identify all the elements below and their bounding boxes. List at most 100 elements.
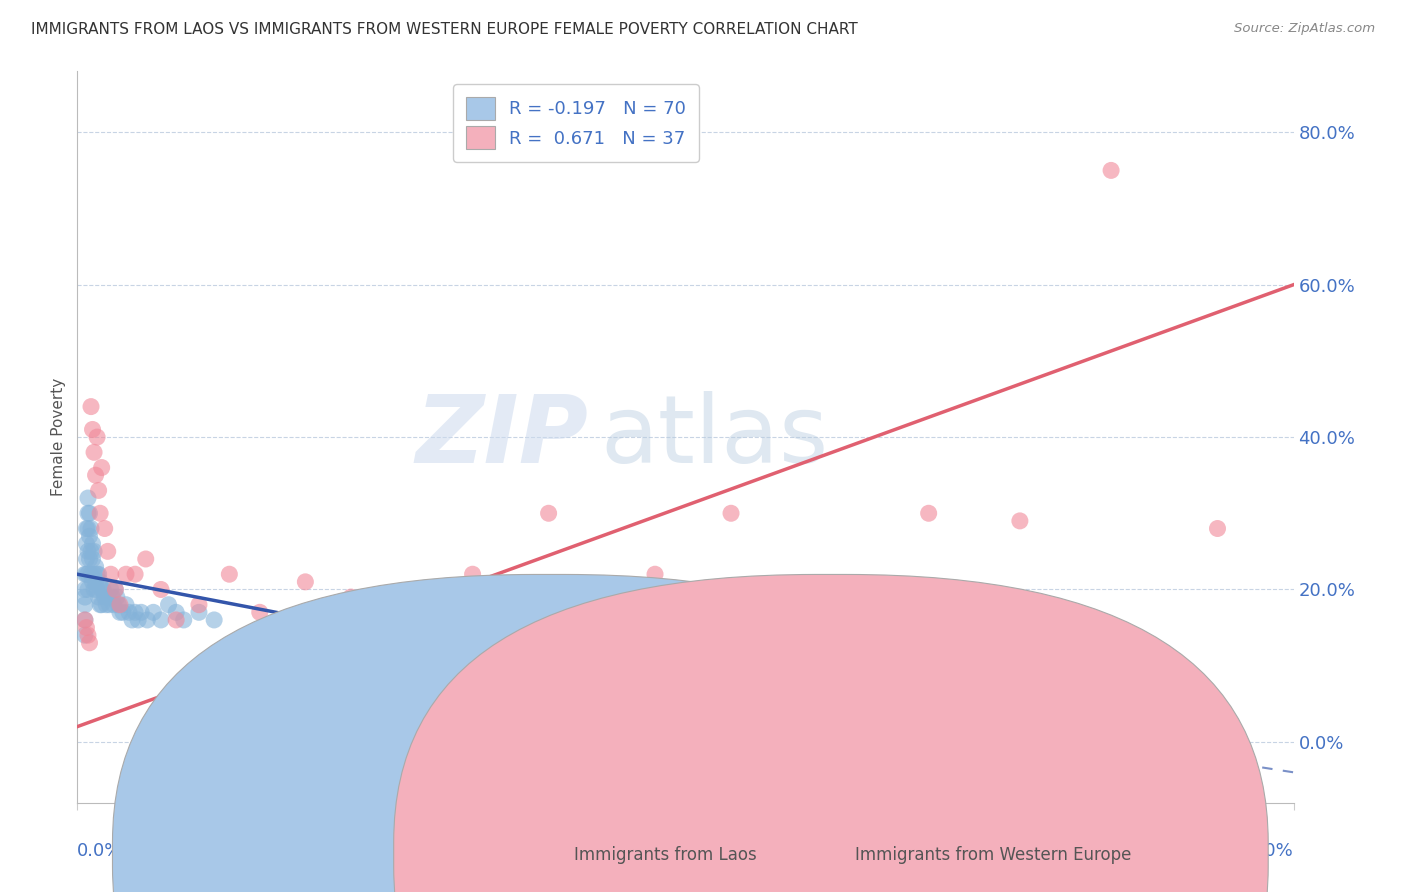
Text: Source: ZipAtlas.com: Source: ZipAtlas.com bbox=[1234, 22, 1375, 36]
Point bbox=[107, 598, 129, 612]
Point bbox=[165, 605, 187, 619]
Point bbox=[87, 483, 110, 498]
Point bbox=[142, 605, 165, 619]
Point bbox=[73, 613, 96, 627]
Point bbox=[83, 544, 105, 558]
Point bbox=[249, 697, 271, 711]
Point bbox=[80, 521, 103, 535]
Point bbox=[83, 567, 105, 582]
Point bbox=[97, 544, 120, 558]
Point bbox=[80, 400, 103, 414]
Point bbox=[188, 605, 211, 619]
Text: Immigrants from Western Europe: Immigrants from Western Europe bbox=[855, 846, 1132, 863]
Point bbox=[84, 574, 107, 589]
Point bbox=[105, 590, 128, 604]
Point bbox=[86, 567, 108, 582]
Point bbox=[93, 590, 115, 604]
Point bbox=[218, 705, 240, 719]
Point bbox=[157, 598, 180, 612]
Point bbox=[77, 506, 100, 520]
Point bbox=[811, 658, 834, 673]
Point bbox=[127, 613, 149, 627]
Point bbox=[73, 590, 96, 604]
Point bbox=[108, 598, 131, 612]
Point bbox=[918, 506, 941, 520]
Point bbox=[97, 590, 120, 604]
Point bbox=[1099, 163, 1122, 178]
Point bbox=[91, 582, 114, 597]
Point bbox=[370, 697, 392, 711]
Point bbox=[249, 605, 271, 619]
Point bbox=[82, 537, 104, 551]
Text: Immigrants from Laos: Immigrants from Laos bbox=[574, 846, 756, 863]
Point bbox=[73, 582, 96, 597]
Point bbox=[165, 613, 187, 627]
Legend: R = -0.197   N = 70, R =  0.671   N = 37: R = -0.197 N = 70, R = 0.671 N = 37 bbox=[453, 84, 699, 162]
Point bbox=[100, 567, 122, 582]
Point bbox=[77, 582, 100, 597]
Point bbox=[103, 598, 125, 612]
Point bbox=[83, 445, 105, 459]
Point bbox=[73, 567, 96, 582]
Point bbox=[294, 705, 316, 719]
Text: ZIP: ZIP bbox=[415, 391, 588, 483]
Point bbox=[79, 552, 101, 566]
Point bbox=[118, 605, 141, 619]
Point bbox=[135, 552, 157, 566]
Point bbox=[522, 705, 544, 719]
Point bbox=[73, 613, 96, 627]
Point bbox=[89, 574, 111, 589]
Point bbox=[129, 605, 152, 619]
Point bbox=[80, 544, 103, 558]
Y-axis label: Female Poverty: Female Poverty bbox=[51, 378, 66, 496]
Point bbox=[73, 628, 96, 642]
Point bbox=[82, 552, 104, 566]
Text: 80.0%: 80.0% bbox=[1237, 842, 1294, 860]
Point bbox=[537, 506, 560, 520]
Point bbox=[108, 605, 131, 619]
Point bbox=[98, 598, 121, 612]
Text: IMMIGRANTS FROM LAOS VS IMMIGRANTS FROM WESTERN EUROPE FEMALE POVERTY CORRELATIO: IMMIGRANTS FROM LAOS VS IMMIGRANTS FROM … bbox=[31, 22, 858, 37]
Point bbox=[340, 590, 363, 604]
Point bbox=[89, 506, 111, 520]
Text: atlas: atlas bbox=[600, 391, 828, 483]
Point bbox=[84, 468, 107, 483]
Point bbox=[86, 430, 108, 444]
Point bbox=[93, 521, 115, 535]
Point bbox=[77, 521, 100, 535]
Point bbox=[124, 567, 146, 582]
Point bbox=[294, 574, 316, 589]
Point bbox=[86, 582, 108, 597]
Point bbox=[720, 506, 742, 520]
Point bbox=[79, 506, 101, 520]
Point bbox=[202, 613, 225, 627]
Point bbox=[644, 567, 666, 582]
Point bbox=[77, 491, 100, 505]
Point bbox=[96, 598, 118, 612]
Point bbox=[77, 628, 100, 642]
Point bbox=[173, 613, 195, 627]
Point bbox=[149, 582, 172, 597]
Point bbox=[104, 582, 127, 597]
Point bbox=[218, 567, 240, 582]
Point bbox=[115, 567, 138, 582]
Point bbox=[87, 567, 110, 582]
Point bbox=[100, 582, 122, 597]
Point bbox=[104, 582, 127, 597]
Point bbox=[79, 636, 101, 650]
Point bbox=[82, 574, 104, 589]
Point bbox=[124, 605, 146, 619]
Point bbox=[90, 460, 112, 475]
Point bbox=[75, 521, 97, 535]
Point bbox=[73, 598, 96, 612]
Point bbox=[80, 567, 103, 582]
Point bbox=[136, 613, 159, 627]
Point bbox=[84, 559, 107, 574]
Point bbox=[77, 544, 100, 558]
Point bbox=[401, 605, 423, 619]
Point bbox=[87, 590, 110, 604]
Point bbox=[1206, 521, 1229, 535]
Point bbox=[75, 537, 97, 551]
Point bbox=[149, 613, 172, 627]
Point bbox=[79, 529, 101, 543]
